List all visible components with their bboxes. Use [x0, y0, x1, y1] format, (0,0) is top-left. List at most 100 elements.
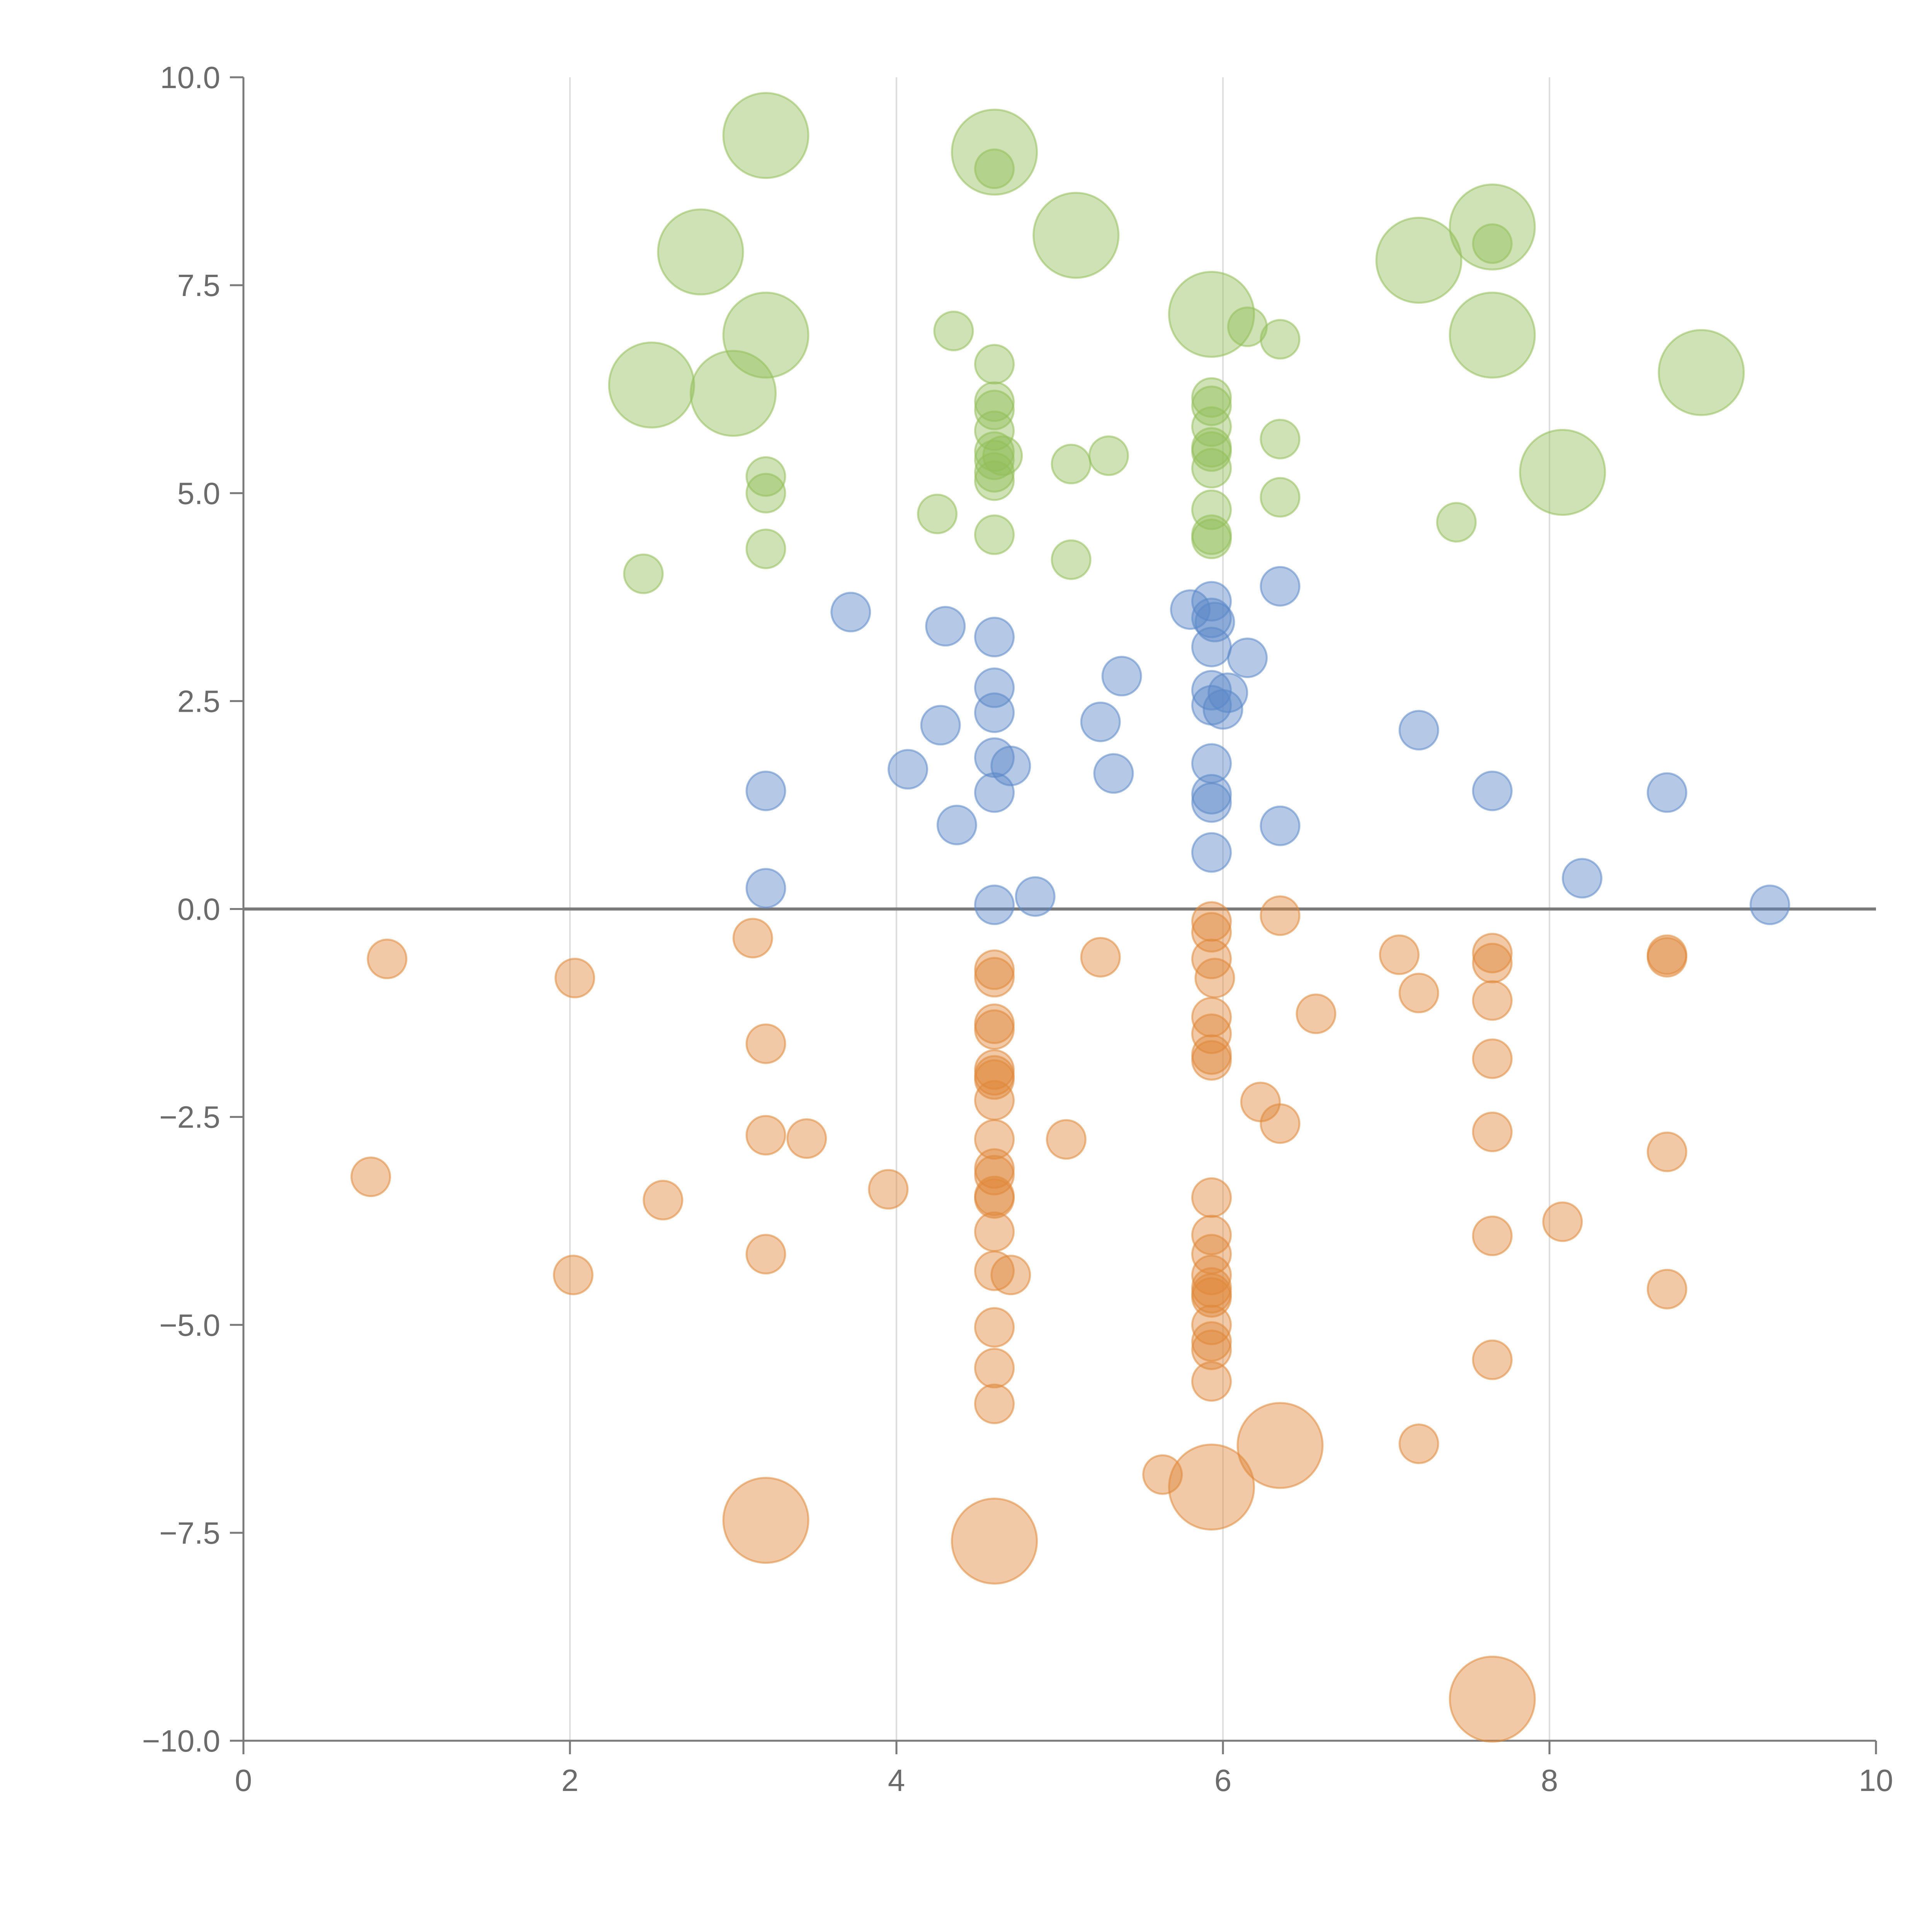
blue-point — [1191, 670, 1232, 711]
orange-point — [974, 1155, 1015, 1196]
orange-point — [1194, 957, 1235, 998]
blue-point — [1191, 774, 1232, 815]
green-point — [974, 410, 1015, 451]
green-point — [1375, 217, 1463, 304]
y-tick-label: −5.0 — [159, 1308, 220, 1342]
x-tick-label: 0 — [235, 1763, 252, 1798]
orange-point — [722, 1477, 810, 1564]
green-point — [1191, 448, 1232, 489]
orange-point — [1646, 937, 1687, 978]
blue-point — [1208, 672, 1248, 713]
green-point — [1051, 444, 1092, 485]
orange-point — [1296, 993, 1337, 1034]
blue-point — [1170, 589, 1211, 630]
x-axis-ticks: 0 2 4 6 8 10 — [235, 1741, 1893, 1798]
green-point — [745, 456, 786, 497]
blue-point — [1191, 782, 1232, 823]
green-point — [1519, 429, 1606, 516]
orange-point — [1646, 1131, 1687, 1172]
green-point — [974, 381, 1015, 422]
orange-point — [1260, 1103, 1301, 1144]
green-point — [1191, 406, 1232, 447]
blue-point — [1080, 701, 1121, 742]
y-tick-label: 7.5 — [177, 268, 220, 303]
orange-point — [1191, 997, 1232, 1037]
green-point — [1032, 192, 1120, 279]
orange-point — [1542, 1201, 1583, 1242]
green-point — [917, 493, 958, 534]
orange-point — [974, 1307, 1015, 1348]
green-point — [974, 452, 1015, 493]
blue-point — [1260, 805, 1301, 846]
blue-point — [974, 667, 1015, 708]
green-point — [1260, 477, 1301, 518]
orange-point — [1191, 1361, 1232, 1402]
green-point — [1658, 329, 1745, 416]
orange-point — [643, 1180, 684, 1221]
axes — [242, 77, 1876, 1742]
green-point — [690, 350, 777, 437]
green-point — [1191, 377, 1232, 418]
green-point — [1191, 519, 1232, 560]
orange-point — [1191, 1321, 1232, 1362]
green-point — [974, 148, 1015, 189]
orange-point — [974, 1250, 1015, 1291]
orange-point — [1080, 937, 1121, 978]
green-point — [1168, 270, 1255, 358]
green-point — [974, 514, 1015, 555]
y-axis-ticks: −10.0 −7.5 −5.0 −2.5 0.0 2.5 5.0 7.5 10.0 — [142, 60, 243, 1758]
orange-point — [1191, 1329, 1232, 1370]
orange-point — [868, 1169, 909, 1210]
green-point — [1191, 431, 1232, 472]
green-point — [1051, 539, 1092, 580]
orange-point — [1472, 933, 1513, 974]
green-point — [1260, 418, 1301, 459]
y-tick-label: 2.5 — [177, 684, 220, 718]
y-tick-label: −10.0 — [142, 1724, 220, 1758]
orange-point — [974, 1119, 1015, 1160]
x-tick-label: 4 — [888, 1763, 905, 1798]
orange-point — [1472, 1038, 1513, 1079]
x-tick-label: 10 — [1859, 1763, 1893, 1798]
green-point — [722, 92, 810, 179]
blue-point — [745, 770, 786, 811]
y-tick-label: −7.5 — [159, 1516, 220, 1550]
orange-point — [554, 957, 595, 998]
blue-point — [1191, 626, 1232, 667]
green-point — [974, 389, 1015, 430]
blue-point — [974, 884, 1015, 925]
orange-point — [1191, 1255, 1232, 1296]
x-tick-label: 6 — [1214, 1763, 1232, 1798]
blue-point — [745, 868, 786, 909]
green-point — [1472, 223, 1513, 264]
green-point — [722, 291, 810, 379]
blue-point — [1398, 710, 1439, 751]
x-tick-label: 8 — [1541, 1763, 1558, 1798]
orange-point — [350, 1156, 391, 1197]
green-point — [1191, 385, 1232, 426]
orange-point — [1191, 1177, 1232, 1218]
orange-point — [745, 1023, 786, 1064]
orange-point — [974, 1059, 1015, 1100]
orange-point — [732, 918, 773, 959]
orange-point — [745, 1115, 786, 1156]
blue-point — [1260, 566, 1301, 607]
blue-point — [1191, 685, 1232, 726]
blue-point — [990, 745, 1031, 786]
blue-point — [974, 772, 1015, 813]
blue-point — [1472, 770, 1513, 811]
blue-point — [1749, 884, 1790, 925]
blue-point — [936, 804, 977, 845]
orange-point — [1398, 973, 1439, 1014]
orange-point — [974, 1080, 1015, 1121]
green-point — [1449, 291, 1536, 379]
green-point — [657, 208, 744, 296]
orange-point — [1046, 1119, 1087, 1160]
orange-point — [1472, 942, 1513, 983]
orange-point — [745, 1234, 786, 1275]
orange-point — [1191, 1040, 1232, 1081]
blue-point — [830, 592, 871, 633]
green-point — [1088, 435, 1129, 476]
green-point — [1260, 319, 1301, 360]
